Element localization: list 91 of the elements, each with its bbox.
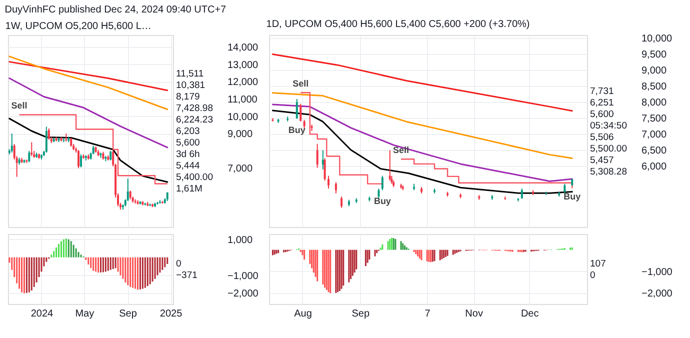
y-tick-label: −1,000 bbox=[228, 270, 259, 282]
candlestick bbox=[316, 143, 318, 168]
candlestick bbox=[126, 178, 129, 202]
y-tick-label: −2,000 bbox=[642, 288, 673, 300]
candlestick bbox=[388, 150, 391, 182]
candlestick bbox=[322, 150, 324, 170]
line-series bbox=[272, 110, 573, 194]
text: 6,203 bbox=[176, 126, 200, 137]
candlestick bbox=[28, 150, 30, 163]
candlestick bbox=[65, 133, 68, 142]
y-tick-label: 10,000 bbox=[228, 112, 259, 123]
text: −371 bbox=[176, 270, 198, 281]
line-series bbox=[8, 77, 168, 148]
candlestick bbox=[328, 175, 330, 190]
y-tick-label: 12,000 bbox=[228, 77, 259, 88]
text: 5,444 bbox=[176, 160, 200, 172]
y-tick-label: −1,000 bbox=[642, 266, 673, 278]
text: 0 bbox=[590, 270, 596, 281]
y-tick-label: 7,000 bbox=[228, 164, 253, 175]
y-tick-label: 7,500 bbox=[642, 114, 667, 125]
x-tick-label: Dec bbox=[520, 308, 539, 320]
y-tick-label: 8,500 bbox=[642, 82, 667, 93]
y-tick-label: 10,000 bbox=[642, 34, 673, 45]
text: 1,61M bbox=[176, 184, 202, 194]
line-series bbox=[272, 92, 573, 159]
x-tick-label: Nov bbox=[465, 308, 483, 320]
text: 6,251 bbox=[590, 97, 614, 108]
candlestick bbox=[110, 150, 112, 161]
annotation: Buy bbox=[374, 196, 391, 206]
y-tick-label: 14,000 bbox=[228, 42, 259, 54]
y-tick-label: 13,000 bbox=[228, 60, 259, 71]
candlestick bbox=[300, 103, 302, 122]
candlestick bbox=[340, 196, 343, 208]
x-tick-label: 2025 bbox=[160, 308, 183, 320]
y-tick-label: −2,000 bbox=[228, 288, 259, 300]
y-tick-label: 6,500 bbox=[642, 146, 667, 157]
text: 5,400.00 bbox=[176, 172, 213, 183]
candlestick bbox=[48, 128, 50, 140]
y-tick-label: 1,000 bbox=[228, 234, 253, 246]
text: 05:34:50 bbox=[590, 120, 627, 132]
text: 5,600 bbox=[176, 138, 200, 148]
y-tick-label: 9,500 bbox=[642, 50, 667, 61]
text: 3d 6h bbox=[176, 149, 200, 160]
x-tick-label: Sep bbox=[119, 308, 138, 320]
candlestick bbox=[78, 150, 80, 169]
text: 0 bbox=[176, 258, 182, 270]
candlestick bbox=[30, 142, 33, 157]
candlestick bbox=[324, 158, 326, 182]
x-tick-label: 2024 bbox=[30, 308, 54, 320]
candlestick bbox=[564, 183, 566, 194]
text: 5,308.28 bbox=[590, 166, 627, 178]
text: 5,506 bbox=[590, 132, 614, 143]
x-tick-label: Aug bbox=[294, 308, 312, 320]
chart-subtitle: 1W, UPCOM O5,200 H5,600 L… bbox=[5, 21, 152, 32]
chart-title: DuyVinhFC published Dec 24, 2024 09:40 UTC+7 bbox=[4, 4, 227, 16]
x-tick-label: 7 bbox=[424, 308, 431, 320]
y-tick-label: 9,000 bbox=[642, 66, 667, 77]
y-tick-label: 6,000 bbox=[642, 162, 667, 173]
annotation: Buy bbox=[564, 191, 581, 202]
x-tick-label: Sep bbox=[352, 308, 370, 320]
line-series bbox=[272, 53, 573, 112]
text: 8,179 bbox=[176, 92, 200, 102]
text: 7,428.98 bbox=[176, 103, 213, 114]
text: 5,500.00 bbox=[590, 143, 627, 154]
candlestick bbox=[80, 154, 82, 168]
candlestick bbox=[381, 175, 384, 191]
line-series bbox=[8, 56, 168, 110]
candlestick bbox=[378, 188, 380, 199]
candlestick bbox=[10, 133, 13, 154]
y-tick-label: 8,000 bbox=[642, 98, 667, 109]
annotation: Sell bbox=[393, 145, 410, 156]
text: 107 bbox=[590, 258, 606, 270]
chart-subtitle: 1D, UPCOM O5,400 H5,600 L5,400 C5,600 +200 (+3.70%) bbox=[266, 19, 530, 30]
text: 10,381 bbox=[176, 80, 206, 91]
line-series bbox=[272, 104, 573, 182]
y-tick-label: 9,000 bbox=[228, 129, 253, 140]
text: 11,511 bbox=[176, 68, 204, 80]
annotation: Buy bbox=[288, 124, 306, 135]
candlestick bbox=[520, 188, 523, 200]
candlestick bbox=[45, 126, 48, 154]
annotation: Sell bbox=[11, 100, 28, 111]
y-tick-label: 7,000 bbox=[642, 130, 667, 141]
text: 5,600 bbox=[590, 108, 614, 120]
text: 6,224.23 bbox=[176, 114, 213, 126]
candlestick bbox=[296, 98, 298, 120]
text: 5,457 bbox=[590, 154, 614, 166]
annotation: Sell bbox=[292, 78, 309, 89]
y-tick-label: 11,000 bbox=[228, 94, 258, 106]
x-tick-label: May bbox=[75, 308, 94, 320]
candlestick bbox=[334, 182, 337, 194]
text: 7,731 bbox=[590, 86, 614, 97]
